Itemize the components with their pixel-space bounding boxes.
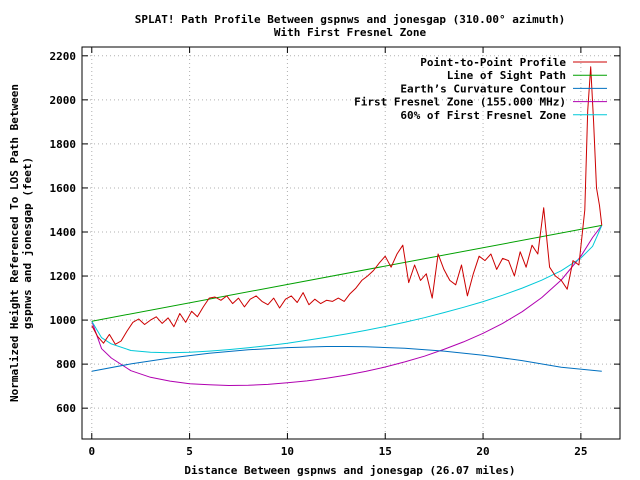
y-tick-label: 1800	[50, 138, 77, 151]
x-tick-label: 5	[186, 445, 193, 458]
x-axis-label: Distance Between gspnws and jonesgap (26…	[184, 464, 515, 477]
tick-layer: 0 5 10 15 20 25 600 800 1000 1200 1400 1600 1800 2000…	[50, 47, 620, 458]
y-tick-label: 1000	[50, 314, 77, 327]
y-tick-label: 2000	[50, 94, 77, 107]
series-line-1	[91, 224, 602, 322]
y-axis-label-line1: Normalized Height Referenced To LOS Path…	[8, 84, 21, 402]
series-line-4	[91, 225, 603, 354]
y-tick-label: 2200	[50, 50, 77, 63]
x-tick-label: 25	[574, 445, 587, 458]
y-tick-label: 1600	[50, 182, 77, 195]
y-tick-label: 1400	[50, 226, 77, 239]
x-tick-label: 0	[88, 445, 95, 458]
x-tick-label: 20	[476, 445, 489, 458]
series-line-3	[91, 225, 603, 386]
chart-title-line2: With First Fresnel Zone	[274, 26, 427, 39]
x-tick-label: 15	[379, 445, 392, 458]
y-tick-label: 600	[56, 402, 76, 415]
series-layer	[91, 66, 603, 386]
plot-frame-group: 0 5 10 15 20 25 600 800 1000 1200 1400 1600 1800 2000…	[50, 46, 621, 458]
legend-label-1: Line of Sight Path	[447, 69, 566, 82]
plot-frame	[81, 46, 621, 440]
y-axis-label-line2: gspnws and jonesgap (feet)	[21, 157, 34, 329]
legend-label-2: Earth’s Curvature Contour	[400, 82, 566, 95]
chart-title-line1: SPLAT! Path Profile Between gspnws and j…	[135, 13, 565, 26]
y-tick-label: 800	[56, 358, 76, 371]
legend-label-0: Point-to-Point Profile	[420, 56, 566, 69]
series-line-2	[91, 346, 602, 372]
y-tick-label: 1200	[50, 270, 77, 283]
x-tick-label: 10	[281, 445, 294, 458]
legend-label-4: 60% of First Fresnel Zone	[400, 109, 566, 122]
legend-label-3: First Fresnel Zone (155.000 MHz)	[354, 96, 566, 109]
series-line-0	[91, 66, 603, 345]
